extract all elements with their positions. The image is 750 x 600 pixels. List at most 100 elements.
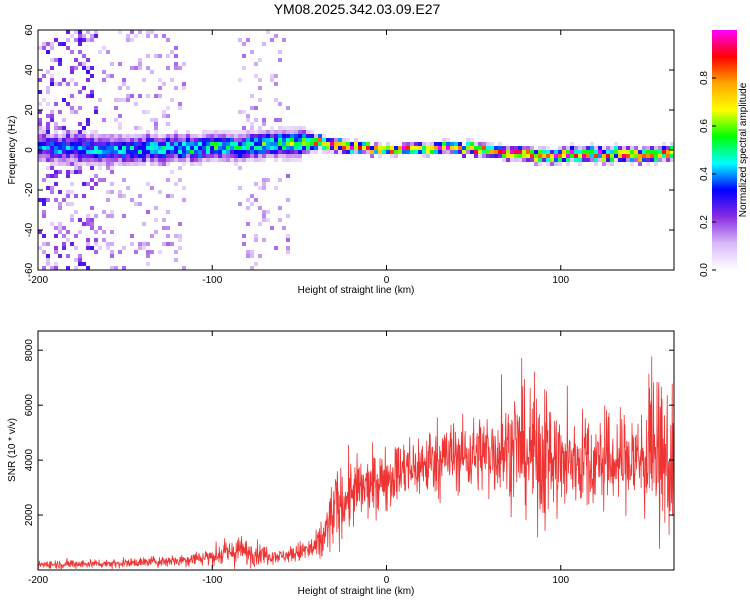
spectrogram-cell	[162, 134, 166, 138]
spectrogram-cell	[238, 150, 242, 154]
spectrogram-cell	[134, 34, 138, 38]
spectrogram-cell	[478, 142, 482, 146]
spectrogram-cell	[114, 266, 118, 270]
spectrogram-cell	[46, 138, 50, 142]
spectrogram-cell	[522, 154, 526, 158]
spectrogram-cell	[214, 154, 218, 158]
spectrogram-cell	[610, 146, 614, 150]
spectrogram-cell	[70, 142, 74, 146]
spectrogram-cell	[234, 130, 238, 134]
spectrogram-cell	[230, 146, 234, 150]
snr-series-line	[38, 356, 674, 570]
spectrogram-cell	[102, 118, 106, 122]
spectrogram-cell	[46, 122, 50, 126]
spectrogram-cell	[370, 146, 374, 150]
spectrogram-cell	[258, 86, 262, 90]
spectrogram-cell	[98, 226, 102, 230]
spectrogram-cell	[142, 222, 146, 226]
spectrogram-cell	[282, 130, 286, 134]
spectrogram-cell	[114, 142, 118, 146]
spectrogram-cell	[654, 158, 658, 162]
spectrogram-cell	[58, 222, 62, 226]
spectrogram-cell	[306, 130, 310, 134]
spectrogram-cell	[46, 186, 50, 190]
spectrogram-cell	[378, 142, 382, 146]
spectrogram-cell	[122, 194, 126, 198]
spectrogram-cell	[342, 146, 346, 150]
spectrogram-cell	[154, 142, 158, 146]
spectrogram-cell	[282, 146, 286, 150]
spectrogram-cells	[38, 30, 674, 270]
spectrogram-cell	[286, 250, 290, 254]
spectrogram-cell	[426, 142, 430, 146]
spectrogram-cell	[506, 150, 510, 154]
spectrogram-cell	[206, 142, 210, 146]
spectrogram-cell	[110, 214, 114, 218]
spectrogram-cell	[90, 150, 94, 154]
spectrogram-cell	[386, 150, 390, 154]
spectrogram-cell	[262, 150, 266, 154]
spectrogram-cell	[54, 58, 58, 62]
spectrogram-cell	[658, 146, 662, 150]
spectrogram-cell	[294, 158, 298, 162]
spectrogram-cell	[322, 138, 326, 142]
spectrogram-cell	[646, 146, 650, 150]
spectrogram-cell	[310, 130, 314, 134]
spectrogram-cell	[570, 146, 574, 150]
spectrogram-cell	[178, 234, 182, 238]
spectrogram-cell	[102, 238, 106, 242]
spectrogram-cell	[74, 158, 78, 162]
spectrogram-cell	[334, 138, 338, 142]
spectrogram-cell	[58, 58, 62, 62]
spectrogram-cell	[178, 142, 182, 146]
spectrogram-cell	[182, 82, 186, 86]
spectrogram-cell	[246, 154, 250, 158]
spectrogram-cell	[630, 158, 634, 162]
spectrogram-cell	[166, 114, 170, 118]
spectrogram-cell	[190, 146, 194, 150]
spectrogram-cell	[46, 154, 50, 158]
spectrogram-cell	[266, 30, 270, 34]
spectrogram-cell	[94, 214, 98, 218]
colorbar-tick-label: 0.4	[699, 167, 710, 181]
spectrogram-cell	[50, 114, 54, 118]
spectrogram-cell	[270, 78, 274, 82]
spectrogram-cell	[242, 154, 246, 158]
spectrogram-cell	[58, 254, 62, 258]
spectrogram-cell	[74, 166, 78, 170]
spectrogram-cell	[298, 134, 302, 138]
spectrogram-cell	[606, 146, 610, 150]
spectrogram-cell	[470, 146, 474, 150]
spectrogram-cell	[46, 150, 50, 154]
spectrogram-cell	[142, 162, 146, 166]
spectrogram-cell	[510, 154, 514, 158]
spectrogram-cell	[486, 146, 490, 150]
spectrogram-cell	[110, 230, 114, 234]
spectrogram-cell	[670, 142, 674, 146]
spectrogram-cell	[106, 242, 110, 246]
spectrogram-cell	[86, 70, 90, 74]
spectrogram-cell	[298, 130, 302, 134]
spectrogram-cell	[646, 162, 650, 166]
spectrogram-cell	[214, 134, 218, 138]
spectrogram-cell	[190, 142, 194, 146]
snr-x-axis-label: Height of straight line (km)	[298, 586, 415, 597]
spectrogram-cell	[534, 158, 538, 162]
spectrogram-cell	[110, 162, 114, 166]
spectrogram-cell	[142, 110, 146, 114]
spectrogram-cell	[90, 218, 94, 222]
spectrogram-cell	[246, 114, 250, 118]
spectrogram-cell	[74, 138, 78, 142]
spectrogram-cell	[442, 146, 446, 150]
spectrogram-cell	[290, 146, 294, 150]
spectrogram-cell	[238, 78, 242, 82]
spectrogram-cell	[278, 102, 282, 106]
spectrogram-cell	[486, 150, 490, 154]
spectrogram-cell	[550, 150, 554, 154]
spectrogram-cell	[610, 158, 614, 162]
spectrogram-cell	[106, 134, 110, 138]
spectrogram-cell	[266, 146, 270, 150]
spectrogram-cell	[74, 210, 78, 214]
spectrogram-cell	[214, 142, 218, 146]
colorbar: 0.0 0.2 0.4 0.6 0.8 Normalized spectral ampl…	[699, 30, 749, 277]
